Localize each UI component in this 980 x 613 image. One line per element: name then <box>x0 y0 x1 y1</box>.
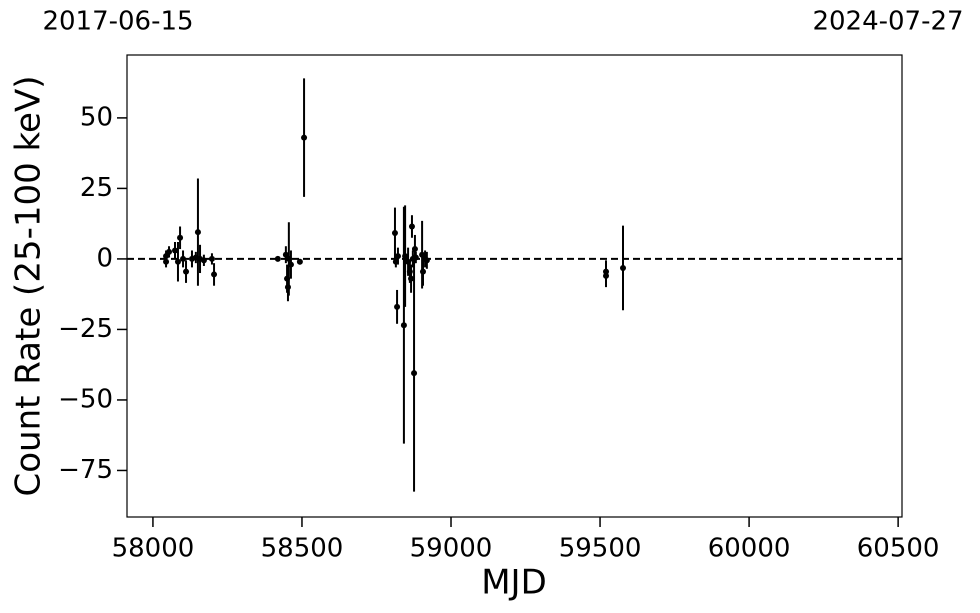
data-point <box>166 248 173 255</box>
data-point <box>180 255 187 262</box>
data-point <box>408 275 415 282</box>
x-tick-label: 59000 <box>410 534 493 564</box>
x-tick-label: 58500 <box>261 534 344 564</box>
data-point <box>301 134 308 141</box>
data-point <box>419 268 426 275</box>
x-tick-label: 60000 <box>708 534 791 564</box>
x-axis-label: MJD <box>481 563 547 603</box>
data-point <box>174 258 181 265</box>
data-point <box>394 303 401 310</box>
data-point <box>208 255 215 262</box>
x-tick-label: 59500 <box>559 534 642 564</box>
y-tick-label: 50 <box>80 102 113 132</box>
data-point <box>408 223 415 230</box>
y-tick-label: −25 <box>58 314 113 344</box>
data-point <box>391 229 398 236</box>
data-point <box>402 253 409 260</box>
data-point <box>171 247 178 254</box>
y-tick-label: −75 <box>58 455 113 485</box>
data-point <box>282 251 289 258</box>
data-point <box>394 253 401 260</box>
date-end: 2024-07-27 <box>812 7 963 37</box>
date-start: 2017-06-15 <box>42 7 193 37</box>
data-point <box>183 268 190 275</box>
data-point <box>287 261 294 268</box>
y-tick-label: 25 <box>80 173 113 203</box>
data-point <box>620 264 626 271</box>
data-point <box>200 257 207 264</box>
data-point <box>163 258 170 265</box>
y-axis-label: Count Rate (25-100 keV) <box>9 76 49 497</box>
data-point <box>194 229 201 236</box>
data-point <box>411 370 418 377</box>
data-point <box>211 271 218 278</box>
data-point <box>400 322 407 329</box>
x-tick-label: 60500 <box>857 534 940 564</box>
data-point <box>423 257 430 264</box>
data-point <box>274 255 281 262</box>
data-point <box>412 254 419 261</box>
x-tick-label: 58000 <box>112 534 195 564</box>
y-tick-label: −50 <box>58 384 113 414</box>
data-point <box>296 258 303 265</box>
data-point <box>411 246 418 253</box>
data-point <box>177 234 184 241</box>
data-point <box>603 272 610 279</box>
y-tick-label: 0 <box>96 243 113 273</box>
plot-frame <box>126 54 903 518</box>
data-point <box>419 251 426 258</box>
